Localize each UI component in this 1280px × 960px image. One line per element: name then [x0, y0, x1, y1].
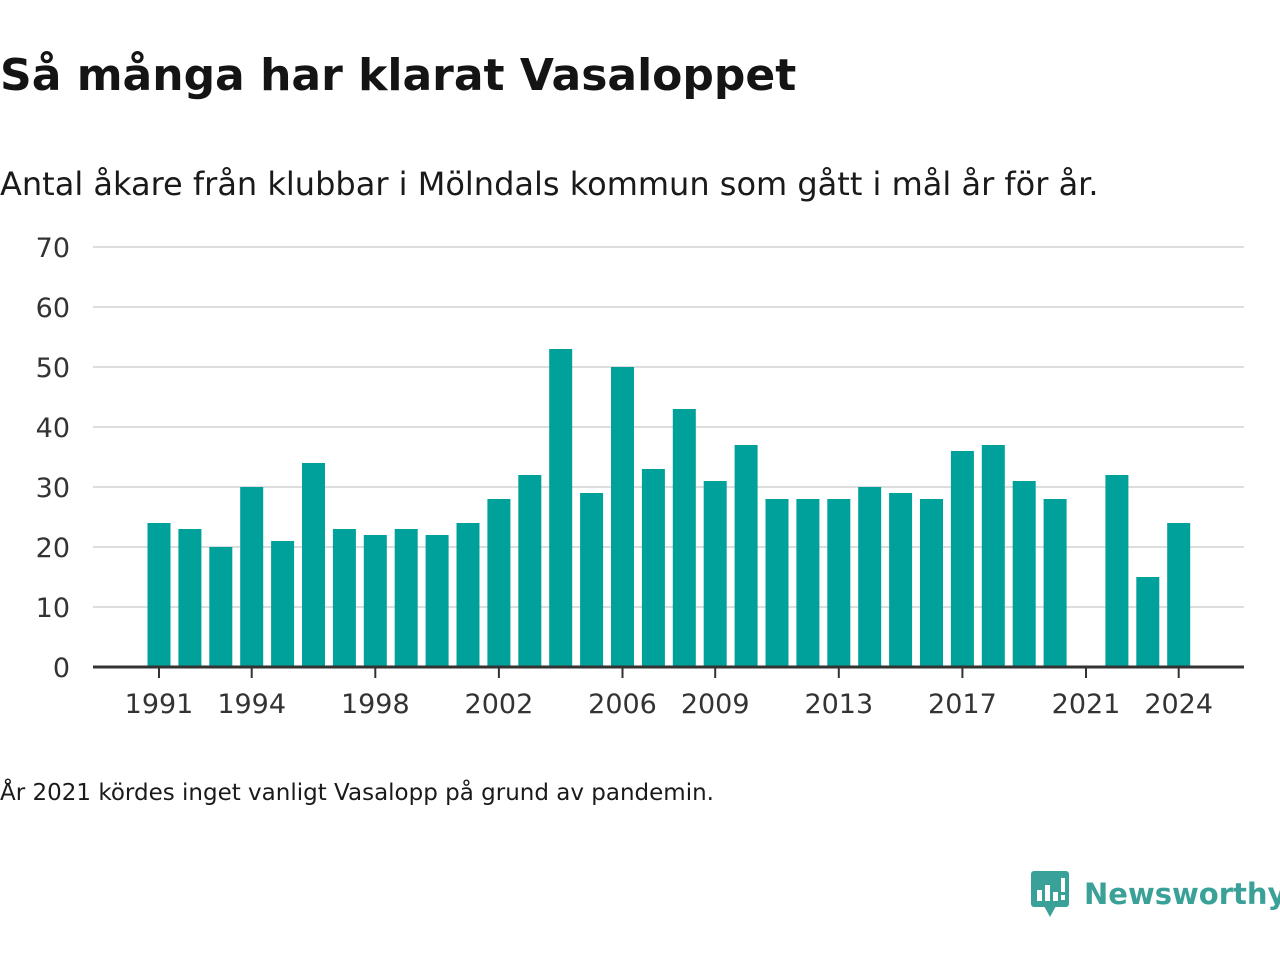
y-tick-label: 10 — [36, 593, 70, 624]
x-tick-label: 2013 — [804, 689, 873, 720]
brand-name: Newsworthy — [1084, 877, 1280, 911]
bar — [981, 445, 1005, 667]
y-tick-label: 30 — [36, 473, 70, 504]
y-tick-label: 20 — [36, 533, 70, 564]
bar — [394, 529, 418, 667]
bar — [703, 481, 727, 667]
x-tick-label: 2006 — [588, 689, 657, 720]
bar — [363, 535, 387, 667]
x-tick-label: 2002 — [465, 689, 534, 720]
y-tick-label: 70 — [36, 233, 70, 264]
bar — [1136, 577, 1160, 667]
bar — [302, 463, 325, 667]
bar — [796, 499, 820, 667]
bar — [271, 541, 295, 667]
bar — [332, 529, 356, 667]
bar — [1105, 475, 1129, 667]
bar — [240, 487, 264, 667]
chart-subtitle: Antal åkare från klubbar i Mölndals komm… — [0, 165, 1099, 203]
x-tick-label: 1994 — [217, 689, 286, 720]
bar — [456, 523, 480, 667]
bar — [518, 475, 542, 667]
bar — [549, 349, 573, 667]
y-tick-label: 50 — [36, 353, 70, 384]
chart-title: Så många har klarat Vasaloppet — [0, 50, 797, 101]
bar — [1167, 523, 1191, 667]
x-tick-label: 2024 — [1144, 689, 1213, 720]
bar — [425, 535, 449, 667]
bar — [1043, 499, 1067, 667]
bar — [889, 493, 913, 667]
y-tick-label: 40 — [36, 413, 70, 444]
y-tick-label: 60 — [36, 293, 70, 324]
x-tick-label: 2017 — [928, 689, 997, 720]
newsworthy-logo-icon — [1031, 871, 1069, 917]
bar — [765, 499, 789, 667]
bar — [147, 523, 171, 667]
bar — [672, 409, 696, 667]
x-tick-label: 1998 — [341, 689, 410, 720]
x-tick-label: 2021 — [1052, 689, 1121, 720]
y-tick-label: 0 — [53, 653, 70, 684]
bar — [611, 367, 634, 667]
bar — [487, 499, 511, 667]
bar — [734, 445, 758, 667]
bar — [178, 529, 202, 667]
bar — [641, 469, 665, 667]
bar-chart: 0 10 20 30 40 50 60 70 1991 1994 1998 2002 2006 2009 2… — [36, 233, 1244, 720]
bar — [950, 451, 974, 667]
bar — [858, 487, 882, 667]
x-tick-label: 1991 — [125, 689, 194, 720]
bar — [827, 499, 851, 667]
bar — [580, 493, 604, 667]
brand-logo: Newsworthy — [1030, 868, 1280, 920]
footnote: År 2021 kördes inget vanligt Vasalopp på… — [0, 780, 714, 806]
bar — [1012, 481, 1036, 667]
x-tick-label: 2009 — [681, 689, 750, 720]
bar — [920, 499, 943, 667]
bar — [209, 547, 233, 667]
